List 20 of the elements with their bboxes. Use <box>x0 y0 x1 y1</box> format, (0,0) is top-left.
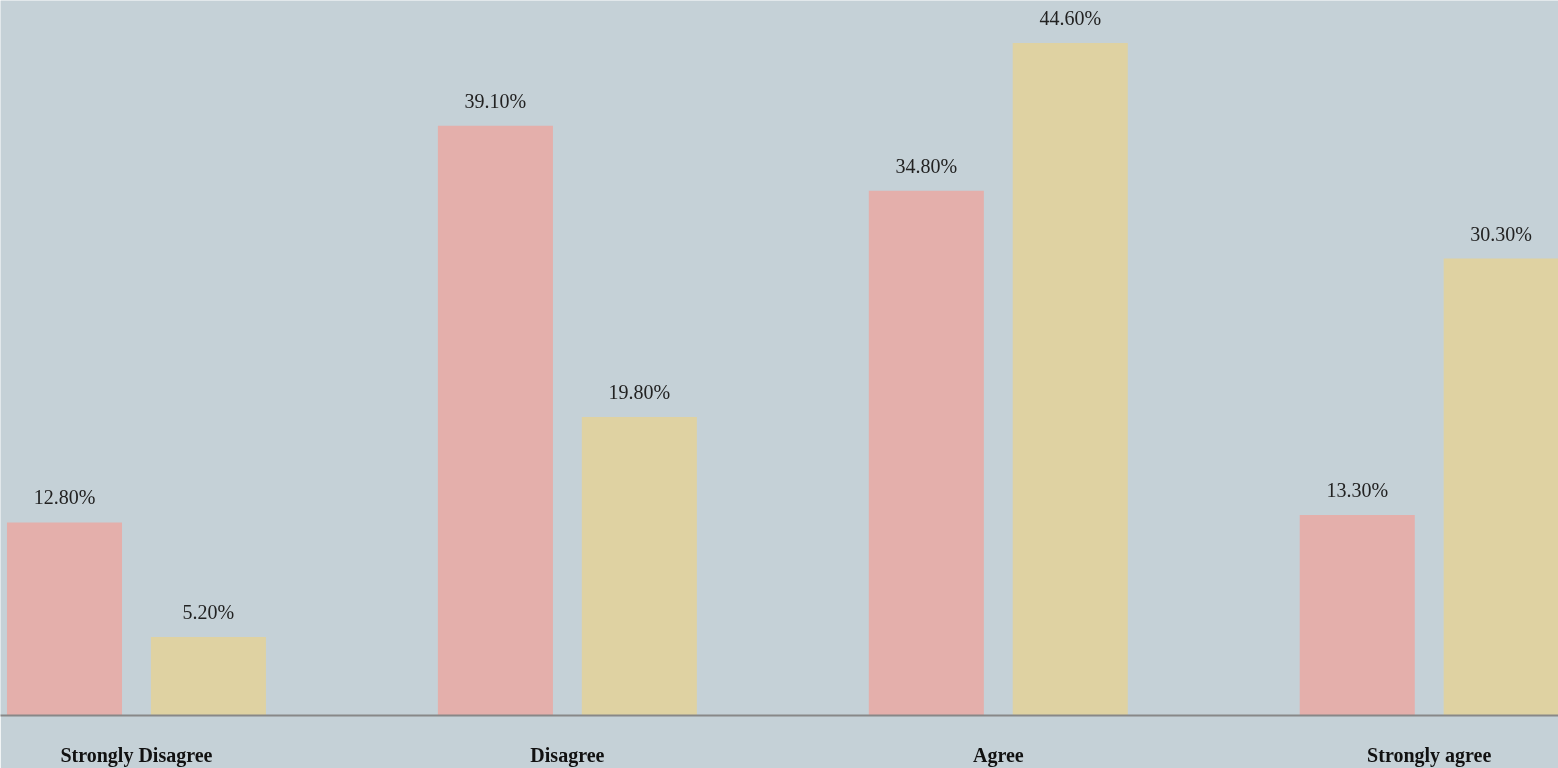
data-label: 12.80% <box>33 486 96 509</box>
bar <box>581 416 697 716</box>
data-label: 39.10% <box>464 89 527 112</box>
x-tick-label: Strongly Disagree <box>60 743 213 767</box>
x-tick-label: Strongly agree <box>1367 743 1492 767</box>
data-label: 13.30% <box>1326 478 1389 501</box>
bar <box>6 522 123 716</box>
bar <box>437 125 553 716</box>
x-tick-label: Agree <box>972 743 1024 767</box>
bar <box>1299 514 1415 716</box>
data-label: 5.20% <box>182 601 235 624</box>
bar <box>1443 258 1558 716</box>
bar <box>150 637 266 716</box>
data-label: 34.80% <box>895 154 958 177</box>
x-tick-label: Disagree <box>530 743 605 767</box>
bar <box>868 190 984 716</box>
bar <box>1012 42 1128 716</box>
data-label: 30.30% <box>1470 222 1533 245</box>
data-label: 44.60% <box>1039 6 1102 29</box>
data-label: 19.80% <box>608 380 671 403</box>
